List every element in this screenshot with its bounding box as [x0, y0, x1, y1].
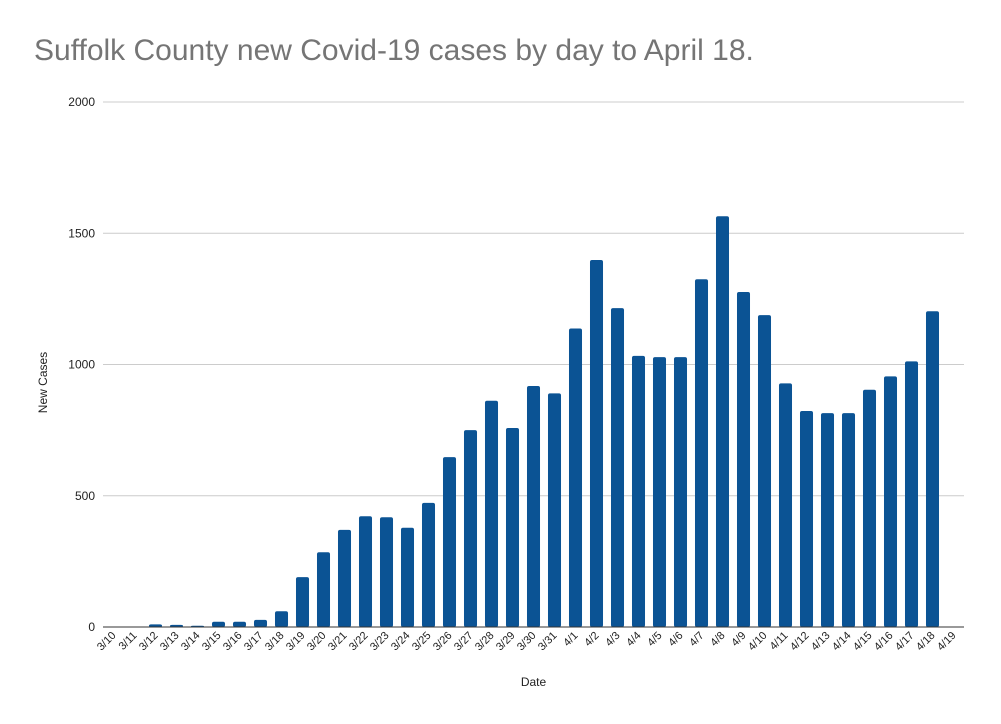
bar	[337, 529, 352, 627]
bar	[757, 315, 772, 627]
x-tick-label: 3/24	[389, 630, 413, 654]
bar	[610, 308, 625, 627]
x-tick-label: 4/4	[624, 630, 643, 649]
bar	[484, 400, 499, 627]
y-tick-label: 1500	[68, 226, 95, 240]
x-tick-label: 4/5	[645, 630, 664, 649]
bar	[673, 357, 688, 627]
x-tick-label: 3/18	[263, 630, 287, 654]
x-axis-title: Date	[521, 675, 547, 689]
bar	[442, 457, 457, 627]
x-tick-label: 4/12	[788, 630, 812, 654]
x-tick-label: 4/17	[893, 630, 917, 654]
bar	[778, 383, 793, 627]
x-tick-label: 3/15	[200, 630, 224, 654]
bar	[589, 260, 604, 627]
bar	[568, 328, 583, 627]
x-tick-label: 3/11	[117, 630, 140, 653]
x-tick-label: 4/14	[830, 630, 854, 654]
x-tick-label: 4/7	[687, 630, 706, 649]
x-tick-label: 4/13	[809, 630, 833, 654]
bar	[547, 393, 562, 627]
x-tick-label: 3/30	[515, 630, 539, 654]
x-tick-label: 4/10	[746, 630, 770, 654]
x-tick-label: 4/18	[914, 630, 938, 654]
x-tick-label: 4/1	[561, 630, 580, 649]
x-tick-label: 3/14	[179, 630, 203, 654]
x-tick-label: 3/20	[305, 630, 329, 654]
x-tick-label: 4/2	[582, 630, 601, 649]
bar	[736, 292, 751, 627]
x-tick-label: 4/11	[768, 630, 791, 653]
x-tick-label: 4/16	[872, 630, 896, 654]
bar	[505, 428, 520, 627]
bar	[274, 611, 289, 627]
bar	[631, 355, 646, 627]
gridlines	[103, 101, 964, 497]
x-tick-label: 3/28	[473, 630, 497, 654]
bar	[295, 577, 310, 627]
x-tick-label: 3/23	[368, 630, 392, 654]
x-tick-label: 3/17	[242, 630, 266, 654]
x-tick-label: 3/22	[347, 630, 371, 654]
x-tick-label: 3/13	[158, 630, 182, 654]
bar	[904, 361, 919, 627]
bar	[694, 279, 709, 627]
bar	[400, 527, 415, 627]
chart-title: Suffolk County new Covid-19 cases by day…	[34, 34, 754, 67]
y-tick-labels: 0 500 1000 1500 2000	[68, 95, 95, 634]
bar	[862, 389, 877, 627]
bar	[211, 621, 226, 627]
bar	[253, 619, 268, 627]
bar	[883, 376, 898, 627]
x-tick-label: 3/16	[221, 630, 245, 654]
bar	[379, 517, 394, 627]
bar	[169, 624, 184, 627]
x-tick-label: 3/10	[95, 630, 119, 654]
y-axis-title: New Cases	[36, 352, 50, 413]
x-tick-label: 3/26	[431, 630, 455, 654]
bar	[526, 386, 541, 627]
x-tick-label: 3/27	[452, 630, 476, 654]
bars	[127, 216, 940, 627]
x-tick-label: 4/19	[935, 630, 959, 654]
bar	[652, 357, 667, 627]
y-tick-label: 2000	[68, 95, 95, 109]
x-tick-label: 3/12	[137, 630, 161, 654]
x-tick-label: 4/9	[729, 630, 748, 649]
x-tick-label: 4/3	[603, 630, 622, 649]
x-tick-label: 3/21	[326, 630, 350, 654]
bar	[358, 516, 373, 627]
bar	[799, 410, 814, 627]
x-tick-label: 4/8	[708, 630, 727, 649]
bar	[316, 552, 331, 627]
bar	[421, 502, 436, 627]
bar	[820, 413, 835, 627]
x-tick-label: 3/25	[410, 630, 434, 654]
x-tick-label: 3/19	[284, 630, 308, 654]
x-tick-label: 3/31	[536, 630, 560, 654]
bar	[715, 216, 730, 627]
x-tick-labels: 3/103/113/123/133/143/153/163/173/183/19…	[95, 630, 959, 654]
bar	[148, 624, 163, 627]
x-tick-label: 4/15	[851, 630, 875, 654]
x-tick-label: 3/29	[494, 630, 518, 654]
y-tick-label: 500	[75, 489, 95, 503]
bar	[463, 430, 478, 627]
x-tick-label: 4/6	[666, 630, 685, 649]
bar	[925, 311, 940, 627]
y-tick-label: 1000	[68, 358, 95, 372]
bar	[841, 413, 856, 627]
y-tick-label: 0	[88, 620, 95, 634]
bar	[232, 621, 247, 627]
